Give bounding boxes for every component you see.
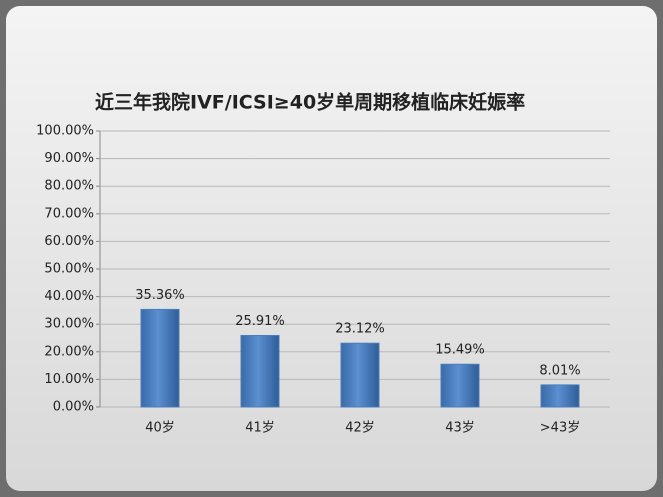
y-tick-label: 30.00% bbox=[44, 317, 94, 332]
background bbox=[6, 6, 657, 491]
x-tick-label: 41岁 bbox=[245, 421, 275, 436]
y-tick-label: 70.00% bbox=[44, 206, 94, 221]
bar bbox=[540, 384, 580, 408]
bar bbox=[440, 363, 480, 408]
y-tick-label: 10.00% bbox=[44, 372, 94, 387]
bar bbox=[140, 308, 180, 408]
x-tick-label: 42岁 bbox=[345, 421, 375, 436]
y-tick-label: 90.00% bbox=[44, 151, 94, 166]
y-tick-label: 80.00% bbox=[44, 179, 94, 194]
value-label: 25.91% bbox=[235, 314, 285, 329]
y-tick-label: 60.00% bbox=[44, 234, 94, 249]
x-tick-label: 40岁 bbox=[145, 421, 175, 436]
y-tick-label: 40.00% bbox=[44, 289, 94, 304]
bar bbox=[340, 342, 380, 408]
x-tick-label: >43岁 bbox=[540, 421, 580, 436]
bar bbox=[240, 334, 280, 408]
chart-title: 近三年我院IVF/ICSI≥40岁单周期移植临床妊娠率 bbox=[95, 91, 525, 114]
value-label: 8.01% bbox=[539, 363, 580, 378]
value-label: 15.49% bbox=[435, 343, 485, 358]
y-tick-label: 0.00% bbox=[53, 400, 94, 415]
value-label: 35.36% bbox=[135, 288, 185, 303]
x-tick-label: 43岁 bbox=[445, 421, 475, 436]
y-tick-label: 50.00% bbox=[44, 262, 94, 277]
y-tick-label: 100.00% bbox=[36, 124, 94, 139]
value-label: 23.12% bbox=[335, 322, 385, 337]
y-tick-label: 20.00% bbox=[44, 344, 94, 359]
